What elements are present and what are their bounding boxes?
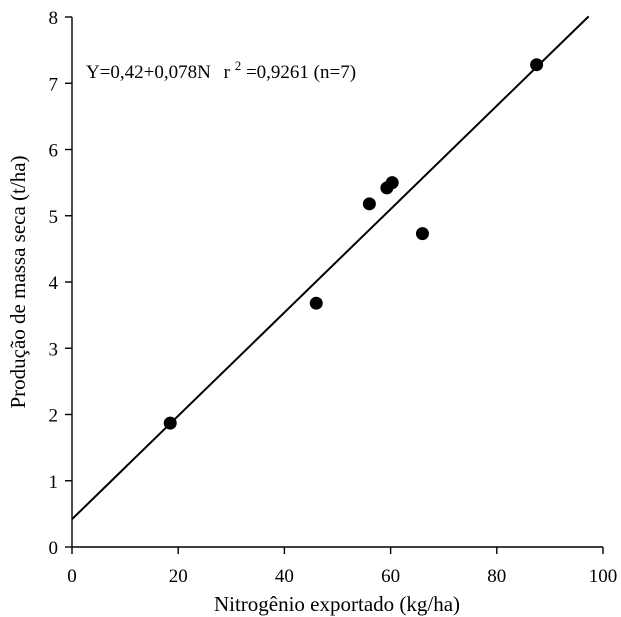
x-tick-label: 0 xyxy=(67,566,77,587)
r-squared-prefix: r xyxy=(224,62,231,83)
data-point xyxy=(530,58,544,72)
data-point xyxy=(385,176,399,190)
data-points xyxy=(163,58,544,430)
axis-tick-labels: 0 20 40 60 80 100 0 1 2 3 4 5 6 7 8 xyxy=(49,8,618,587)
x-tick-label: 100 xyxy=(589,566,618,587)
y-axis-title: Produção de massa seca (t/ha) xyxy=(6,155,30,408)
y-tick-label: 7 xyxy=(49,74,59,95)
x-tick-label: 20 xyxy=(169,566,188,587)
axes xyxy=(71,17,603,548)
regression-line xyxy=(71,15,590,520)
y-tick-label: 0 xyxy=(49,538,59,559)
equation-text: Y=0,42+0,078N xyxy=(86,62,211,83)
x-axis-title: Nitrogênio exportado (kg/ha) xyxy=(214,592,460,616)
axis-ticks xyxy=(65,16,604,554)
data-point xyxy=(309,296,323,310)
x-tick-label: 60 xyxy=(381,566,400,587)
data-point xyxy=(415,227,429,241)
regression-equation: Y=0,42+0,078N r 2 =0,9261 (n=7) xyxy=(86,54,356,83)
data-point xyxy=(362,197,376,211)
y-tick-label: 2 xyxy=(49,406,59,427)
x-tick-label: 80 xyxy=(487,566,506,587)
y-tick-label: 6 xyxy=(49,141,59,162)
y-tick-label: 4 xyxy=(49,273,59,294)
r-squared-superscript: 2 xyxy=(235,58,242,73)
y-tick-label: 3 xyxy=(49,339,59,360)
data-point xyxy=(163,416,177,430)
x-tick-label: 40 xyxy=(275,566,294,587)
y-tick-label: 1 xyxy=(49,472,59,493)
r-squared-value: =0,9261 (n=7) xyxy=(246,62,356,83)
y-tick-label: 5 xyxy=(49,207,59,228)
y-tick-label: 8 xyxy=(49,8,59,29)
